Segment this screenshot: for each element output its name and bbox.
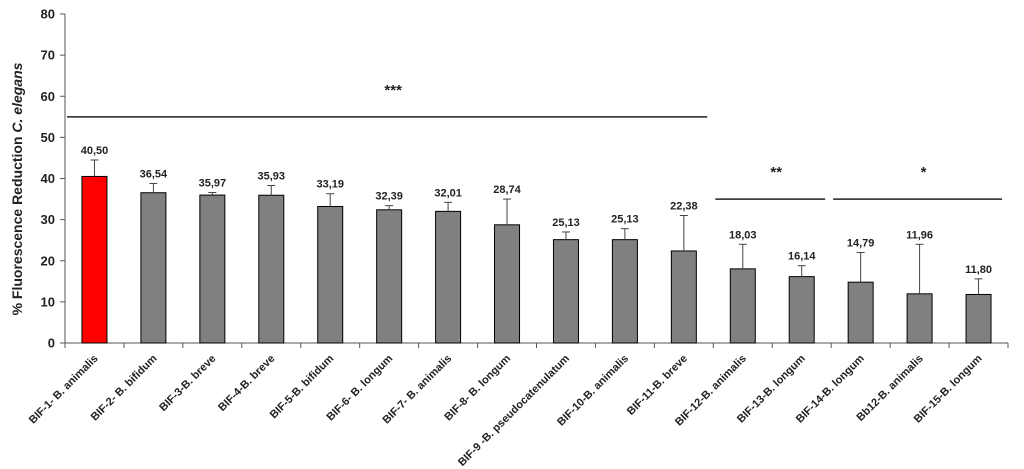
bar: [435, 210, 462, 344]
bar: [140, 192, 167, 344]
bar: [788, 276, 815, 344]
category-label: BIF-5-B. bifidum: [268, 352, 337, 421]
bar: [494, 224, 521, 344]
data-label: 32,39: [375, 191, 403, 203]
y-axis-title: % Fluorescence Reduction C. elegans: [9, 62, 25, 315]
y-axis-title-italic: C. elegans: [9, 62, 25, 132]
category-label: BIF-3-B. breve: [157, 353, 218, 414]
bar: [847, 281, 874, 344]
data-label: 40,50: [81, 145, 109, 157]
bar: [611, 239, 638, 344]
y-tick-label: 20: [41, 253, 55, 268]
significance-label: *: [921, 164, 927, 181]
y-tick-label: 0: [48, 336, 55, 351]
data-label: 25,13: [611, 214, 639, 226]
data-label: 33,19: [316, 179, 344, 191]
bar: [317, 206, 344, 344]
bar: [729, 268, 756, 344]
data-label: 14,79: [847, 238, 875, 250]
bar: [81, 175, 108, 344]
bar: [376, 209, 403, 344]
bar: [906, 293, 933, 344]
data-label: 11,80: [965, 264, 992, 276]
data-label: 35,97: [199, 177, 227, 189]
y-axis-title-prefix: % Fluorescence Reduction: [9, 133, 25, 316]
y-tick-label: 30: [41, 212, 55, 227]
data-label: 35,93: [258, 170, 286, 182]
category-label: BIF-9 -B. pseudocatenulatum: [456, 352, 572, 468]
data-label: 18,03: [729, 229, 757, 241]
data-label: 16,14: [788, 251, 816, 263]
svg-text:% Fluorescence Reduction C. el: % Fluorescence Reduction C. elegans: [9, 62, 25, 315]
bar: [552, 239, 579, 344]
bar: [670, 250, 697, 344]
category-label: BIF-11-B. breve: [625, 353, 690, 418]
bar: [199, 194, 226, 344]
category-label: BIF-2- B. bifidum: [89, 352, 160, 423]
significance-label: **: [770, 164, 782, 181]
bar: [258, 194, 285, 344]
data-label: 32,01: [434, 187, 462, 199]
data-label: 11,96: [906, 229, 933, 241]
significance-label: ***: [384, 82, 402, 99]
data-label: 25,13: [552, 217, 580, 229]
y-tick-label: 50: [41, 130, 55, 145]
y-tick-label: 70: [41, 48, 55, 63]
y-tick-label: 60: [41, 89, 55, 104]
category-label: BIF-4-B. breve: [216, 353, 277, 414]
y-tick-label: 40: [41, 171, 55, 186]
data-label: 28,74: [493, 184, 521, 196]
data-label: 22,38: [670, 201, 698, 213]
data-label: 36,54: [140, 168, 168, 180]
y-tick-label: 80: [41, 7, 55, 22]
bar: [965, 293, 992, 344]
y-tick-label: 10: [41, 294, 55, 309]
